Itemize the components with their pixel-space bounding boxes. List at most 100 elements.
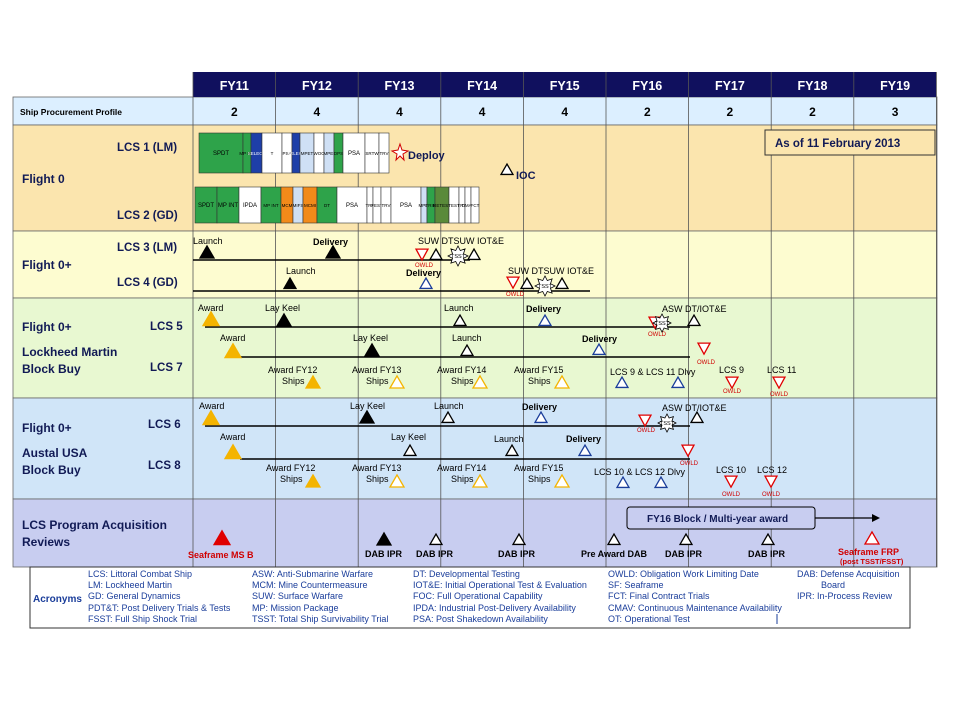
lcs5-tsst-burst-label: TSST [655, 321, 670, 327]
acronyms-box [29, 566, 911, 629]
procurement-fy16: 2 [644, 105, 651, 119]
acronym-entry: OWLD: Obligation Work Limiting Date [608, 569, 759, 579]
lcs4-owld-triangle-icon [505, 276, 521, 290]
acronyms-title: Acronyms [33, 594, 82, 605]
acronym-entry: PDT&T: Post Delivery Trials & Tests [88, 602, 231, 613]
ioc-triangle-icon [499, 162, 515, 176]
lm-ships-fy15: Ships [528, 376, 551, 386]
schedule-block [378, 132, 390, 174]
row-label-lm-block-1: Lockheed Martin [22, 345, 117, 359]
lcs11-label: LCS 11 [767, 365, 796, 375]
lcs8-keel-label: Lay Keel [391, 432, 426, 442]
acronym-entry: LCS: Littoral Combat Ship [88, 569, 193, 579]
lcs5-tsst-burst-icon [652, 313, 672, 333]
lcs4-launch-triangle-icon [282, 276, 298, 290]
as-of-box [764, 129, 936, 156]
deploy-star-icon [390, 142, 410, 162]
schedule-block-label: FEST [371, 203, 383, 208]
austal-award-fy14: Award FY14 [437, 463, 486, 473]
acronym-entry: PSA: Post Shakedown Availability [413, 613, 548, 624]
schedule-block-label: FCT [471, 203, 480, 208]
lcs3-suw-label: SUW DTSUW IOT&E [418, 236, 504, 246]
dab-ipr-fy17-triangle-icon [760, 532, 776, 546]
lm-ships-fy13: Ships [366, 376, 389, 386]
acronym-entry: IPDA: Industrial Post-Delivery Availabil… [413, 602, 576, 613]
lcs6-tsst-burst-label: TSST [660, 421, 675, 427]
schedule-block-label: MCM [282, 203, 293, 208]
row-label-reviews-1: LCS Program Acquisition [22, 518, 167, 532]
austal-award-fy13: Award FY13 [352, 463, 401, 473]
schedule-block-label: SELECT [248, 151, 266, 156]
fy-header-fy14: FY14 [467, 79, 497, 93]
acronym-entry: MCM: Mine Countermeasure [252, 580, 368, 591]
lcs6-launch-triangle-icon [440, 410, 456, 424]
lcs4-test-triangle-icon [519, 276, 535, 290]
fy-header-fy19: FY19 [880, 79, 910, 93]
lcs9-label: LCS 9 [719, 365, 744, 375]
schedule-block-label: TRV [380, 151, 389, 156]
austal-ships-fy14: Ships [451, 474, 474, 484]
schedule-block-label: MPEI [323, 151, 334, 156]
lcs4-delivery-triangle-icon [418, 276, 434, 290]
lcs7-keel-triangle-icon [363, 342, 381, 357]
lcs9-11-label: LCS 9 & LCS 11 Dlvy [610, 367, 696, 377]
owld-label: OWLD [770, 392, 789, 398]
schedule-block-label: IPDA [243, 203, 257, 209]
ship-label-lcs8: LCS 8 [148, 460, 181, 472]
schedule-block-label: MP INT [263, 203, 278, 208]
schedule-block-label: TEST [448, 203, 460, 208]
lcs6-award-triangle-icon [201, 409, 221, 426]
lcs4-launch-label: Launch [286, 266, 316, 276]
lcs10-owld-triangle-icon [723, 475, 739, 489]
austal-award-fy12: Award FY12 [266, 463, 315, 473]
ship-label-lcs4: LCS 4 (GD) [117, 277, 178, 289]
lcs8-delivery-label: Delivery [566, 434, 601, 444]
procurement-fy18: 2 [809, 105, 816, 119]
acronym-entry: MP: Mission Package [252, 602, 339, 613]
acronym-entry: LM: Lockheed Martin [88, 580, 173, 591]
schedule-block-label: SPDT [198, 203, 214, 209]
lcs10-12-label: LCS 10 & LCS 12 Dlvy [594, 467, 686, 477]
lcs7-launch-label: Launch [452, 333, 482, 343]
procurement-fy12: 4 [314, 105, 321, 119]
procurement-fy13: 4 [396, 105, 403, 119]
owld-label: OWLD [722, 492, 741, 498]
lcs8-launch-triangle-icon [504, 443, 520, 457]
fy-header-fy11: FY11 [220, 79, 249, 93]
lcs7-launch-triangle-icon [459, 343, 475, 357]
acronym-entry: ASW: Anti-Submarine Warfare [252, 569, 374, 579]
lcs8-launch-label: Launch [494, 434, 524, 444]
austal-fy14-award-triangle-icon [471, 473, 489, 488]
lm-ships-fy14: Ships [451, 376, 474, 386]
schedule-block [470, 186, 480, 224]
pre-award-dab-label: Pre Award DAB [581, 549, 648, 559]
dab-ipr-fy17: DAB IPR [748, 549, 786, 559]
lcs5-iote-triangle-icon [686, 313, 702, 327]
lm-fy14-award-triangle-icon [471, 374, 489, 389]
lcs3-delivery-label: Delivery [313, 237, 348, 247]
procurement-fy15: 4 [561, 105, 568, 119]
fy-header-fy15: FY15 [550, 79, 580, 93]
dab-ipr-fy14: DAB IPR [498, 549, 536, 559]
owld-label: OWLD [762, 492, 781, 498]
flight0plus-band [12, 230, 938, 299]
lcs8-award-label: Award [220, 432, 245, 442]
ship-label-lcs7: LCS 7 [150, 362, 183, 374]
schedule-block-label: WOC [314, 151, 326, 156]
lcs8-keel-triangle-icon [402, 443, 418, 457]
lcs6-delivery-label: Delivery [522, 402, 557, 412]
lcs12-owld-triangle-icon [763, 475, 779, 489]
schedule-block-label: MP INT [218, 203, 239, 209]
lcs6-delivery-triangle-icon [533, 410, 549, 424]
schedule-block-label: T [271, 151, 274, 156]
lcs10-label: LCS 10 [716, 465, 746, 475]
lcs5-keel-triangle-icon [275, 312, 293, 327]
lm-ships-fy12: Ships [282, 376, 305, 386]
seaframe-frp-triangle-icon [863, 530, 881, 545]
lcs6-launch-label: Launch [434, 401, 464, 411]
row-label-austal-block-2: Block Buy [22, 463, 81, 477]
lcs5-delivery-label: Delivery [526, 304, 561, 314]
lcs7-award-label: Award [220, 333, 245, 343]
schedule-block-label: SELECT [287, 151, 305, 156]
